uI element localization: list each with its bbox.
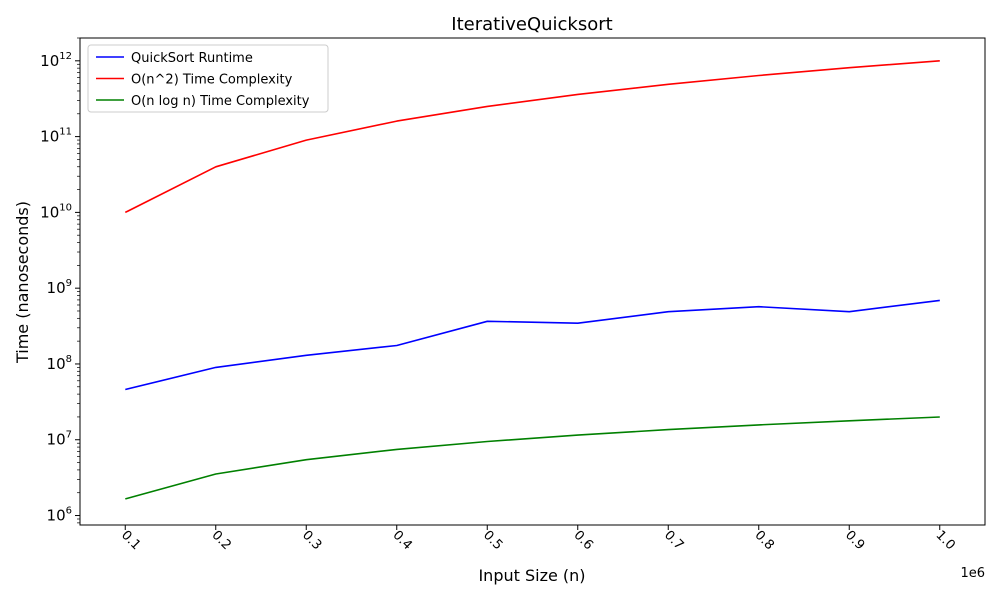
x-tick-label: 0.1 bbox=[118, 528, 143, 553]
legend-box bbox=[87, 44, 329, 113]
x-axis-label: Input Size (n) bbox=[478, 566, 585, 585]
x-tick-label: 0.3 bbox=[299, 528, 324, 553]
x-tick-label: 0.2 bbox=[209, 528, 234, 553]
y-axis-ticks: 106 107 108 109 1010 1011 1012 bbox=[40, 37, 80, 525]
y-axis-label: Time (nanoseconds) bbox=[13, 201, 32, 364]
y-tick-label: 1012 bbox=[40, 51, 72, 70]
series-line-0 bbox=[125, 299, 940, 391]
x-tick-label: 0.4 bbox=[390, 528, 415, 553]
series-layer bbox=[124, 60, 940, 500]
legend: QuickSort Runtime O(n^2) Time Complexity O… bbox=[87, 44, 329, 113]
legend-label-0: QuickSort Runtime bbox=[131, 51, 253, 66]
plot-frame bbox=[79, 37, 986, 526]
y-tick-label: 109 bbox=[47, 278, 72, 297]
series-line-2 bbox=[125, 416, 940, 500]
x-tick-label: 0.6 bbox=[571, 528, 596, 553]
y-tick-label: 1011 bbox=[40, 127, 72, 146]
y-tick-label: 107 bbox=[47, 430, 72, 449]
y-tick-label: 1010 bbox=[40, 202, 72, 221]
x-axis-ticks: 0.1 0.2 0.3 0.4 0.5 0.6 0.7 0.8 0.9 1.0 bbox=[118, 525, 958, 553]
x-tick-label: 0.9 bbox=[842, 528, 867, 553]
legend-label-2: O(n log n) Time Complexity bbox=[131, 94, 310, 109]
x-tick-label: 0.8 bbox=[752, 528, 777, 553]
series-line-1 bbox=[124, 60, 940, 214]
y-tick-label: 108 bbox=[47, 354, 72, 373]
legend-label-1: O(n^2) Time Complexity bbox=[131, 73, 293, 88]
x-tick-label: 0.5 bbox=[480, 528, 505, 553]
y-tick-label: 106 bbox=[47, 506, 72, 525]
x-tick-label: 0.7 bbox=[661, 528, 686, 553]
x-axis-offset-label: 1e6 bbox=[960, 566, 985, 581]
x-tick-label: 1.0 bbox=[933, 528, 958, 553]
chart-title: IterativeQuicksort bbox=[451, 14, 612, 35]
